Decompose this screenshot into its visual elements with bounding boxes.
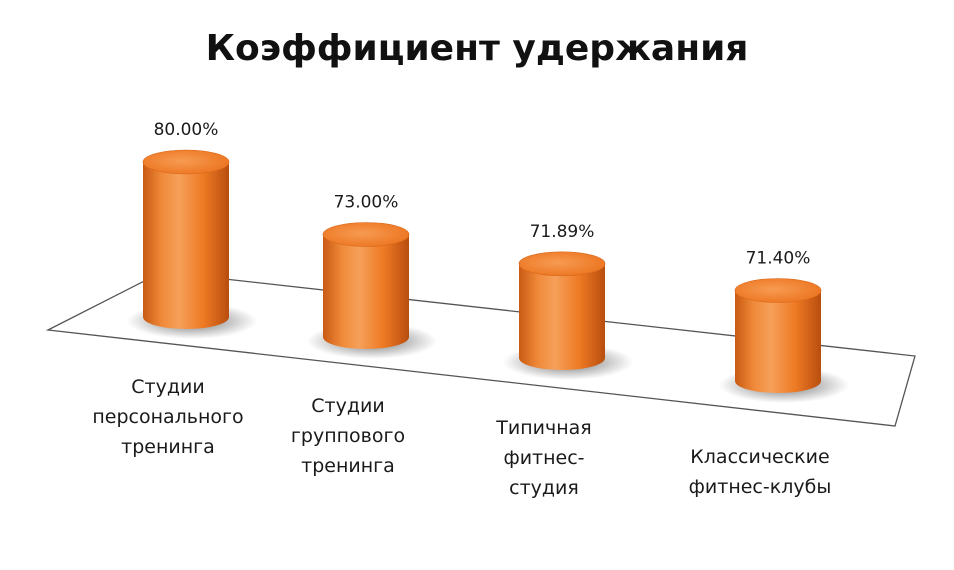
value-label: 71.89% <box>530 222 595 242</box>
value-label: 80.00% <box>154 120 219 140</box>
bars-group <box>127 149 849 403</box>
value-label: 71.40% <box>746 249 811 269</box>
value-labels-group: 80.00% 73.00% 71.89% 71.40% <box>154 120 811 269</box>
category-label: Классические фитнес-клубы <box>689 446 832 498</box>
bar-top <box>322 222 410 247</box>
category-labels-group: Студии персонального тренинга Студии группов… <box>92 376 831 499</box>
bar-body <box>323 234 409 349</box>
bar-3 <box>503 251 633 380</box>
bar-body <box>519 263 605 370</box>
bar-body <box>735 290 821 393</box>
category-label: Типичная фитнес-студия <box>495 417 591 499</box>
bar-2 <box>307 222 437 359</box>
bar-1 <box>127 149 257 339</box>
category-label: Студии группового тренинга <box>291 395 405 477</box>
bar-top <box>518 251 606 277</box>
chart-title: Коэффициент удержания <box>205 28 749 69</box>
value-label: 73.00% <box>334 193 399 213</box>
bar-body <box>143 162 229 329</box>
bar-4 <box>719 278 849 403</box>
floor-plane <box>45 271 916 427</box>
bar-top <box>734 278 822 303</box>
category-label: Студии персонального тренинга <box>92 376 243 458</box>
bar-top <box>142 149 230 175</box>
